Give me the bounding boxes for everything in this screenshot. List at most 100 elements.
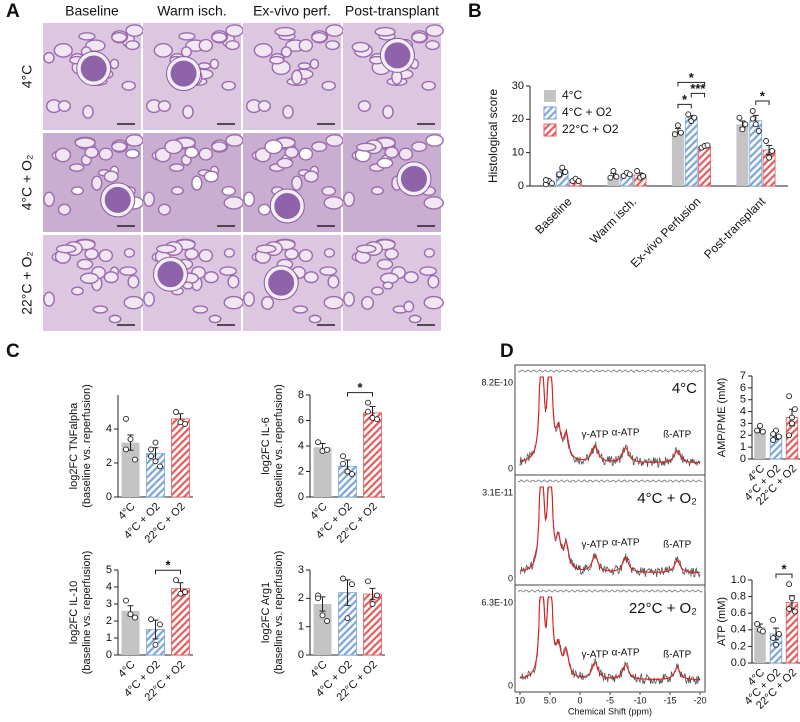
- legend-label: 4°C + O2: [562, 105, 612, 119]
- tubule: [182, 104, 194, 119]
- data-point: [691, 114, 698, 121]
- y-tick-label: 0: [106, 491, 112, 503]
- data-point: [766, 154, 773, 161]
- tubule: [157, 100, 172, 112]
- histology-tile: [343, 133, 444, 232]
- tubule: [79, 272, 99, 285]
- tubule: [198, 38, 214, 53]
- tubule: [54, 147, 72, 163]
- bar: [698, 146, 711, 187]
- tubule: [298, 38, 314, 53]
- y-tick-label: 0: [518, 180, 524, 192]
- data-point: [365, 399, 371, 406]
- significance-bracket: [690, 92, 706, 98]
- data-point: [742, 121, 749, 128]
- tubule: [225, 24, 244, 37]
- y-axis-label: (baseline vs. reperfusion): [81, 551, 93, 675]
- data-point: [542, 177, 549, 183]
- x-tick-label: Warm isch.: [587, 194, 639, 246]
- tubule: [143, 191, 155, 207]
- tubule: [297, 62, 312, 70]
- data-point: [759, 428, 766, 435]
- tubule: [69, 163, 85, 172]
- x-tick-label: -5: [606, 695, 614, 705]
- x-tick-label: 4°C: [308, 659, 330, 681]
- data-point: [349, 581, 355, 588]
- data-point: [786, 393, 793, 400]
- tubule: [323, 247, 335, 258]
- tubule: [403, 271, 419, 284]
- tubule: [180, 46, 192, 58]
- tubule: [298, 147, 314, 161]
- tubule: [111, 31, 128, 43]
- tubule: [82, 104, 94, 119]
- tubule: [111, 141, 128, 153]
- data-point: [315, 595, 321, 602]
- tubule: [43, 191, 55, 207]
- tubule: [284, 247, 299, 260]
- tubule: [208, 314, 222, 324]
- histology-tile: [43, 23, 144, 130]
- peak-label: α-ATP: [612, 428, 640, 439]
- error-bar: [766, 144, 773, 156]
- histology-tile: [43, 133, 144, 232]
- data-point: [344, 468, 351, 475]
- data-point: [626, 171, 633, 178]
- peak-label: ß-ATP: [663, 650, 691, 661]
- data-point: [182, 589, 188, 596]
- x-tick-label: 4°C: [116, 659, 138, 681]
- data-point: [340, 460, 346, 467]
- spectrum-fit: [519, 486, 700, 574]
- tubule: [303, 271, 319, 284]
- tubule: [225, 40, 240, 51]
- tubule: [321, 80, 336, 91]
- data-point: [123, 446, 129, 453]
- data-point: [763, 138, 770, 144]
- histology-tile: [143, 235, 244, 331]
- data-point: [123, 597, 129, 604]
- data-point: [132, 456, 138, 463]
- tubule: [84, 146, 99, 159]
- tubule: [223, 295, 244, 310]
- y-tick-label: 0.6: [731, 607, 746, 619]
- data-point: [770, 635, 777, 642]
- y-tick-label: 1.0: [731, 574, 746, 586]
- bar: [313, 447, 332, 497]
- tubule: [355, 244, 377, 254]
- tubule: [261, 295, 275, 310]
- spectra-frame: [514, 364, 706, 693]
- y-tick-label: 0.0: [731, 657, 746, 669]
- peak-label: ß-ATP: [663, 430, 691, 441]
- data-point: [789, 414, 795, 421]
- data-point: [786, 432, 793, 439]
- tubule: [351, 41, 370, 53]
- tubule: [223, 247, 235, 258]
- data-point: [349, 471, 355, 477]
- significance-label: *: [165, 558, 171, 573]
- row-header: 4°C: [19, 65, 35, 89]
- tubule: [323, 196, 344, 210]
- tubule: [78, 32, 96, 41]
- tubule: [143, 291, 155, 307]
- data-point: [374, 592, 380, 599]
- tubule: [325, 134, 344, 147]
- column-header: Baseline: [65, 3, 119, 19]
- data-point: [324, 446, 330, 453]
- x-tick-label: 5.0: [544, 695, 557, 705]
- data-point: [127, 611, 134, 618]
- tubule: [276, 157, 294, 169]
- y-tick-label: 1: [740, 441, 746, 453]
- tubule: [219, 266, 238, 276]
- data-point: [319, 612, 326, 619]
- data-point: [173, 409, 179, 415]
- data-point: [791, 406, 798, 413]
- tubule: [425, 134, 444, 147]
- y-tick-label: 8: [298, 389, 304, 401]
- tubule: [125, 24, 144, 37]
- tubule: [303, 170, 319, 183]
- tubule: [274, 26, 296, 37]
- data-point: [123, 415, 129, 422]
- tubule: [157, 203, 172, 216]
- y-tick-label: 5: [740, 394, 746, 406]
- data-point: [640, 173, 647, 179]
